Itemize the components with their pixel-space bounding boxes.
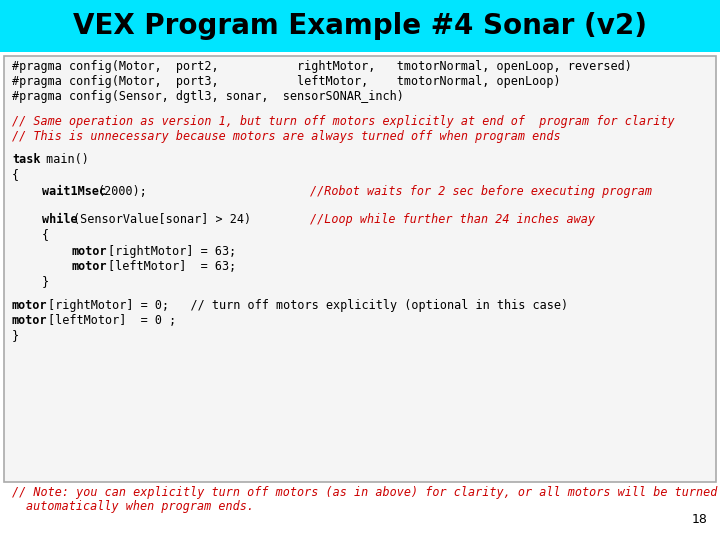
Text: main(): main() bbox=[39, 153, 89, 166]
Text: // This is unnecessary because motors are always turned off when program ends: // This is unnecessary because motors ar… bbox=[12, 130, 561, 143]
Text: // Note: you can explicitly turn off motors (as in above) for clarity, or all mo: // Note: you can explicitly turn off mot… bbox=[12, 486, 720, 499]
Text: //Robot waits for 2 sec before executing program: //Robot waits for 2 sec before executing… bbox=[310, 185, 652, 198]
Text: // Same operation as version 1, but turn off motors explicitly at end of  progra: // Same operation as version 1, but turn… bbox=[12, 115, 675, 128]
Text: }: } bbox=[42, 275, 49, 288]
Text: #pragma config(Motor,  port3,           leftMotor,    tmotorNormal, openLoop): #pragma config(Motor, port3, leftMotor, … bbox=[12, 75, 561, 88]
Text: motor: motor bbox=[12, 314, 48, 327]
Text: //Loop while further than 24 inches away: //Loop while further than 24 inches away bbox=[310, 213, 595, 226]
Bar bbox=[0, 0, 720, 52]
Text: motor: motor bbox=[12, 299, 48, 312]
Bar bbox=[4, 56, 716, 482]
Text: {: { bbox=[12, 168, 19, 181]
Text: motor: motor bbox=[72, 245, 107, 258]
Text: VEX Program Example #4 Sonar (v2): VEX Program Example #4 Sonar (v2) bbox=[73, 12, 647, 40]
Text: [leftMotor]  = 63;: [leftMotor] = 63; bbox=[108, 260, 236, 273]
Text: (2000);: (2000); bbox=[97, 185, 147, 198]
Text: 18: 18 bbox=[692, 513, 708, 526]
Text: [leftMotor]  = 0 ;: [leftMotor] = 0 ; bbox=[48, 314, 176, 327]
Text: while: while bbox=[42, 213, 78, 226]
Text: automatically when program ends.: automatically when program ends. bbox=[26, 500, 254, 513]
Text: task: task bbox=[12, 153, 40, 166]
Text: [rightMotor] = 63;: [rightMotor] = 63; bbox=[108, 245, 236, 258]
Text: {: { bbox=[42, 228, 49, 241]
Text: motor: motor bbox=[72, 260, 107, 273]
Text: [rightMotor] = 0;   // turn off motors explicitly (optional in this case): [rightMotor] = 0; // turn off motors exp… bbox=[48, 299, 568, 312]
Text: }: } bbox=[12, 329, 19, 342]
Text: #pragma config(Motor,  port2,           rightMotor,   tmotorNormal, openLoop, re: #pragma config(Motor, port2, rightMotor,… bbox=[12, 60, 632, 73]
Text: #pragma config(Sensor, dgtl3, sonar,  sensorSONAR_inch): #pragma config(Sensor, dgtl3, sonar, sen… bbox=[12, 90, 404, 103]
Text: wait1Msec: wait1Msec bbox=[42, 185, 106, 198]
Text: (SensorValue[sonar] > 24): (SensorValue[sonar] > 24) bbox=[73, 213, 251, 226]
